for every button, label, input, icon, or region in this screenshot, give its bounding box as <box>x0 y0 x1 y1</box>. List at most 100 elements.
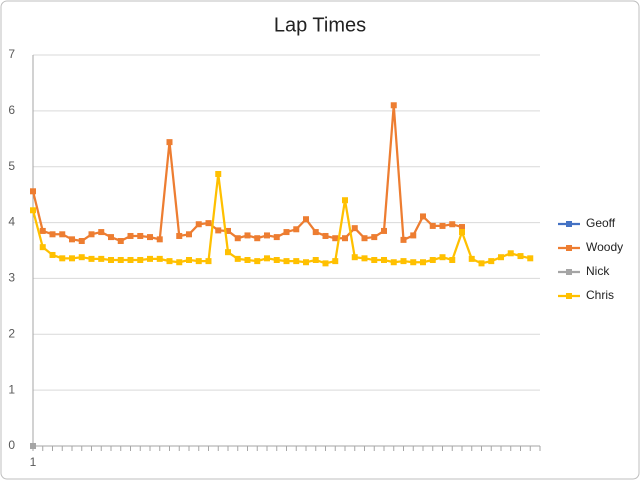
marker <box>332 258 339 265</box>
marker <box>303 259 309 266</box>
marker <box>283 258 290 265</box>
marker <box>322 232 329 239</box>
series-line <box>31 173 531 265</box>
marker <box>166 139 173 146</box>
y-tick-label: 4 <box>8 215 15 229</box>
marker <box>234 235 241 242</box>
marker <box>49 231 56 238</box>
marker <box>88 231 95 238</box>
marker <box>49 251 56 258</box>
marker <box>39 244 46 251</box>
chart-title: Lap Times <box>274 14 366 36</box>
marker <box>225 227 231 234</box>
marker <box>254 258 261 265</box>
y-tick-label: 3 <box>8 271 15 285</box>
marker <box>215 170 222 177</box>
legend-label: Woody <box>586 240 623 254</box>
marker <box>176 232 183 239</box>
marker <box>254 235 261 242</box>
marker <box>439 222 446 229</box>
marker <box>429 256 436 263</box>
marker <box>30 443 36 449</box>
marker <box>127 232 134 239</box>
legend-label: Geoff <box>586 216 616 230</box>
legend-marker <box>566 245 572 251</box>
marker <box>59 255 66 262</box>
marker <box>410 232 417 239</box>
marker <box>449 256 456 263</box>
legend: Geoff Woody Nick Chris <box>558 216 623 302</box>
legend-marker <box>566 293 572 299</box>
marker <box>371 234 378 241</box>
marker <box>478 260 485 267</box>
marker <box>351 254 358 261</box>
marker <box>147 255 153 262</box>
marker <box>30 207 36 214</box>
marker <box>244 232 251 239</box>
marker <box>390 102 397 109</box>
marker <box>195 258 202 265</box>
marker <box>225 249 231 256</box>
marker <box>78 254 85 261</box>
marker <box>156 255 163 262</box>
marker <box>488 258 495 265</box>
marker <box>429 222 436 229</box>
marker <box>137 232 144 239</box>
marker <box>98 255 105 262</box>
marker <box>351 225 358 232</box>
marker <box>30 188 36 195</box>
y-tick-label: 2 <box>8 326 15 340</box>
marker <box>195 221 202 228</box>
marker <box>264 255 270 262</box>
marker <box>117 256 124 263</box>
marker <box>234 255 241 262</box>
y-tick-label: 7 <box>8 47 15 61</box>
marker <box>420 259 426 266</box>
marker <box>156 236 163 243</box>
marker <box>205 258 212 265</box>
y-tick-label: 5 <box>8 159 15 173</box>
marker <box>264 232 270 239</box>
marker <box>244 256 251 263</box>
marker <box>186 231 192 238</box>
marker <box>361 235 368 242</box>
marker <box>420 213 426 220</box>
marker <box>108 256 114 263</box>
marker <box>410 259 417 266</box>
marker <box>303 216 309 223</box>
marker <box>361 255 368 262</box>
marker <box>293 226 300 233</box>
marker <box>459 229 465 236</box>
marker <box>312 256 319 263</box>
marker <box>322 260 329 267</box>
marker <box>69 236 75 243</box>
marker <box>39 227 46 234</box>
marker <box>166 258 173 265</box>
marker <box>390 259 397 266</box>
legend-marker <box>566 221 572 227</box>
marker <box>371 256 378 263</box>
marker <box>283 229 290 236</box>
marker <box>507 250 514 257</box>
marker <box>117 238 124 245</box>
marker <box>400 258 407 265</box>
marker <box>498 254 504 261</box>
legend-label: Nick <box>586 264 610 278</box>
y-tick-label: 1 <box>8 382 15 396</box>
marker <box>312 229 319 236</box>
marker <box>273 256 280 263</box>
marker <box>527 255 534 262</box>
marker <box>468 255 475 262</box>
marker <box>439 254 446 261</box>
marker <box>215 227 222 234</box>
x-tick-label: 1 <box>30 455 37 469</box>
marker <box>517 253 524 260</box>
y-tick-label: 0 <box>8 438 15 452</box>
marker <box>400 236 407 243</box>
marker <box>342 235 348 242</box>
marker <box>381 256 387 263</box>
marker <box>108 234 114 241</box>
